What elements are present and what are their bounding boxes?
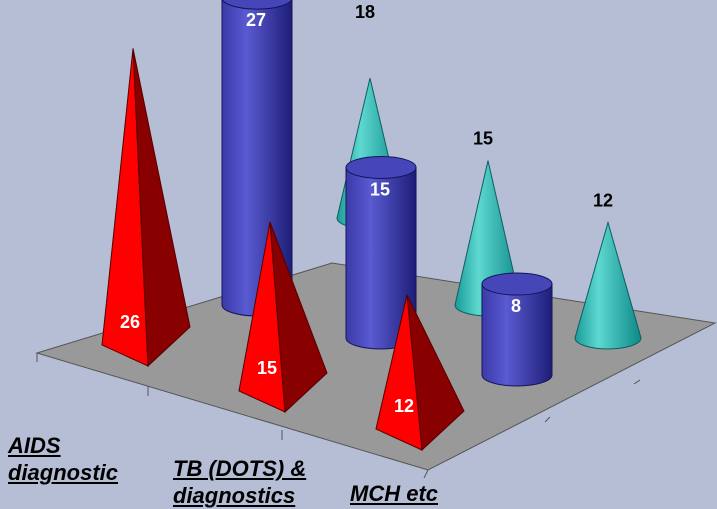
category-label-tb-line1: TB (DOTS) & — [173, 456, 307, 481]
category-label-tb-line2: diagnostics — [173, 483, 296, 508]
pyramid-value-1: 15 — [257, 358, 277, 378]
cone-value-1: 15 — [473, 129, 493, 149]
category-label-mch-line1: MCH etc — [350, 481, 439, 506]
pyramid-mark-0-side — [132, 48, 191, 368]
cylinder-value-2: 8 — [511, 296, 521, 316]
cylinder-value-1: 15 — [370, 179, 390, 199]
category-label-tb: TB (DOTS) & diagnostics — [173, 455, 306, 509]
category-label-aids-line2: diagnostic — [8, 460, 119, 485]
cone-mark-2 — [574, 220, 642, 350]
pyramid-value-2: 12 — [394, 396, 414, 416]
cylinder-mark-1-top — [345, 155, 417, 179]
cylinder-mark-2-top — [481, 272, 553, 296]
axis-tick-5 — [633, 379, 641, 385]
pyramid-value-0: 26 — [120, 312, 140, 332]
axis-tick-4 — [544, 416, 551, 423]
cone-value-2: 12 — [593, 190, 613, 210]
cylinder-mark-0-top — [221, 0, 293, 10]
cone-value-0: 18 — [355, 2, 375, 22]
axis-tick-3 — [423, 469, 429, 479]
chart-marks: 18 27 26 15 15 15 12 8 12 — [101, 0, 642, 452]
category-label-aids-line1: AIDS — [8, 433, 61, 458]
category-label-aids: AIDS diagnostic — [8, 432, 118, 486]
category-label-mch: MCH etc — [350, 480, 438, 507]
pyramid-mark-1-side — [269, 221, 328, 414]
axis-ticks — [36, 353, 641, 479]
cylinder-mark-2 — [481, 283, 553, 387]
pyramid-mark-2-side — [406, 294, 465, 452]
cylinder-value-0: 27 — [246, 10, 266, 30]
